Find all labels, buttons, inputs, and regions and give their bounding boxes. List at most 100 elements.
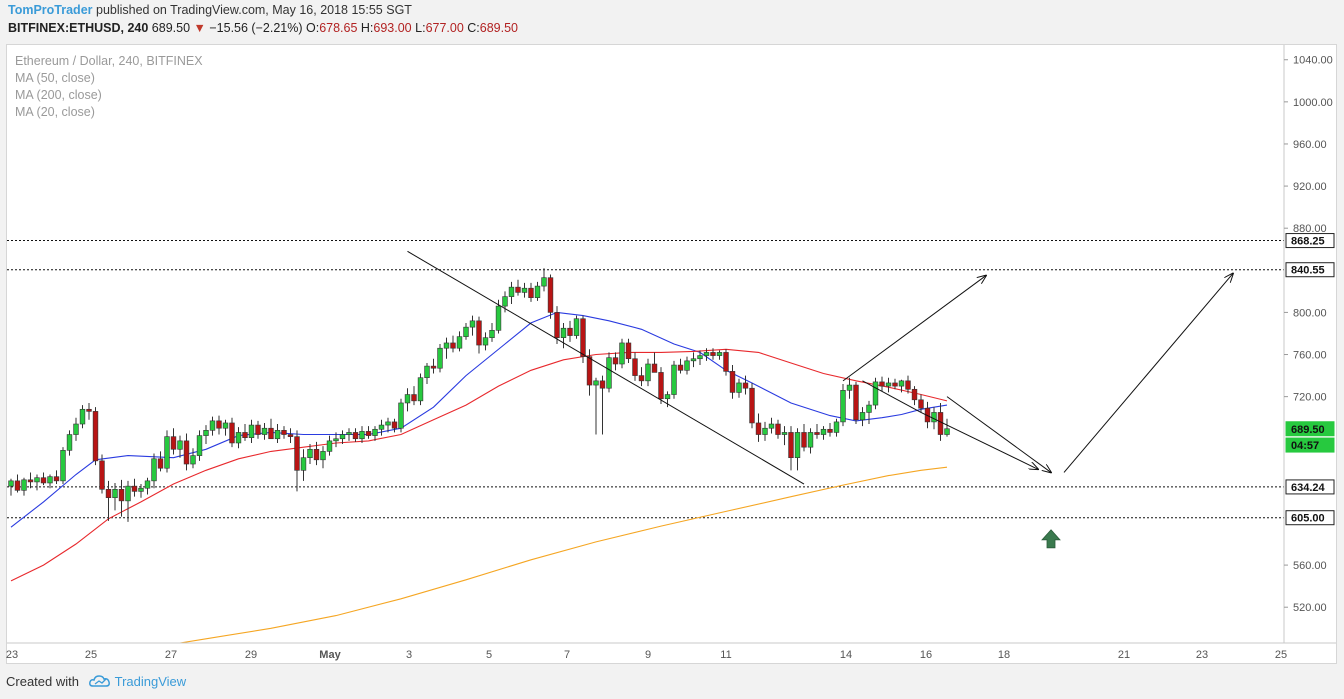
candle-body: [242, 432, 248, 439]
candle: [885, 377, 892, 393]
candle: [131, 478, 138, 497]
candle-body: [398, 402, 404, 429]
author-link[interactable]: TomProTrader: [8, 3, 93, 17]
candle-body: [495, 305, 502, 331]
candle: [755, 413, 762, 442]
candle-body: [625, 342, 632, 360]
candle-body: [248, 424, 255, 439]
legend-ma50[interactable]: MA (50, close): [15, 71, 95, 85]
candle-body: [547, 277, 554, 313]
candle-body: [866, 404, 872, 413]
candle: [359, 426, 365, 443]
x-tick-label: 7: [564, 649, 570, 661]
projection-arrow: [946, 396, 1051, 473]
candle-body: [34, 477, 40, 483]
candle-body: [879, 381, 885, 387]
candle: [625, 338, 632, 363]
candle: [573, 315, 580, 339]
candle-body: [586, 356, 593, 386]
candle-body: [170, 436, 177, 450]
candle-body: [365, 431, 372, 436]
candle: [671, 360, 677, 399]
candle: [593, 377, 599, 435]
candle: [229, 417, 235, 448]
candle: [872, 377, 879, 410]
x-tick-label: 3: [406, 649, 412, 661]
candle-body: [307, 448, 313, 459]
candle: [430, 358, 437, 374]
candle-body: [781, 432, 788, 435]
candle-body: [534, 285, 541, 298]
tradingview-cloud-icon[interactable]: [88, 675, 111, 687]
up-arrow-icon: [1041, 529, 1061, 549]
candle: [606, 352, 612, 393]
candle: [554, 306, 560, 344]
price-label-box: [1285, 510, 1335, 526]
candle: [723, 349, 729, 376]
candle: [768, 417, 775, 434]
candle: [742, 375, 749, 395]
candle: [398, 398, 404, 433]
candle-body: [697, 355, 703, 360]
candle-body: [768, 423, 775, 429]
candle-body: [521, 287, 528, 293]
y-tick-label: 560.00: [1293, 560, 1327, 572]
candle-body: [79, 408, 86, 425]
candle: [690, 352, 697, 368]
candle: [599, 375, 606, 435]
candle-body: [755, 422, 762, 435]
candle-body: [216, 420, 222, 429]
candle: [450, 335, 456, 353]
candle-body: [66, 434, 73, 451]
candle: [638, 367, 645, 387]
price-label-box: [1285, 437, 1335, 453]
projection-arrow: [842, 276, 986, 382]
candle: [60, 447, 66, 485]
candle: [794, 428, 801, 471]
low-value: 677.00: [425, 21, 464, 35]
candle-body: [40, 477, 47, 484]
candle-body: [261, 427, 268, 435]
candle: [775, 419, 781, 439]
candle: [801, 424, 807, 452]
candle: [703, 348, 710, 361]
candle-body: [554, 312, 560, 338]
candle-body: [710, 352, 716, 356]
candle-body: [645, 363, 651, 382]
candle: [339, 430, 346, 445]
candle-body: [463, 326, 469, 337]
candle-body: [742, 382, 749, 389]
candle: [14, 474, 21, 493]
plot-area: [7, 240, 1284, 643]
candle: [443, 337, 450, 359]
candle-body: [92, 411, 99, 462]
published-text: published on TradingView.com, May 16, 20…: [92, 3, 412, 17]
candle-body: [476, 320, 482, 346]
y-tick-label: 520.00: [1293, 602, 1327, 614]
candle: [235, 427, 242, 449]
y-tick-label: 880.00: [1293, 223, 1327, 235]
y-tick-label: 1040.00: [1293, 55, 1333, 67]
candle-body: [892, 382, 898, 387]
candle: [313, 441, 320, 466]
candle-body: [593, 380, 599, 386]
legend-ma200[interactable]: MA (200, close): [15, 88, 102, 102]
candle-body: [14, 480, 21, 491]
candle: [261, 422, 268, 440]
candle: [385, 417, 391, 433]
candle: [781, 426, 788, 446]
legend-ma20[interactable]: MA (20, close): [15, 105, 95, 119]
price-label-box: [1285, 262, 1335, 278]
price-label-box: [1285, 421, 1335, 437]
footer: Created with TradingView: [6, 674, 186, 689]
tradingview-link[interactable]: TradingView: [114, 674, 187, 689]
candle-body: [209, 420, 216, 431]
x-tick-label: 25: [1275, 649, 1287, 661]
chart-panel[interactable]: [6, 44, 1337, 664]
candle: [580, 315, 586, 363]
candle: [151, 453, 157, 489]
candle: [456, 331, 463, 352]
candle: [534, 281, 541, 301]
candle: [255, 420, 261, 439]
